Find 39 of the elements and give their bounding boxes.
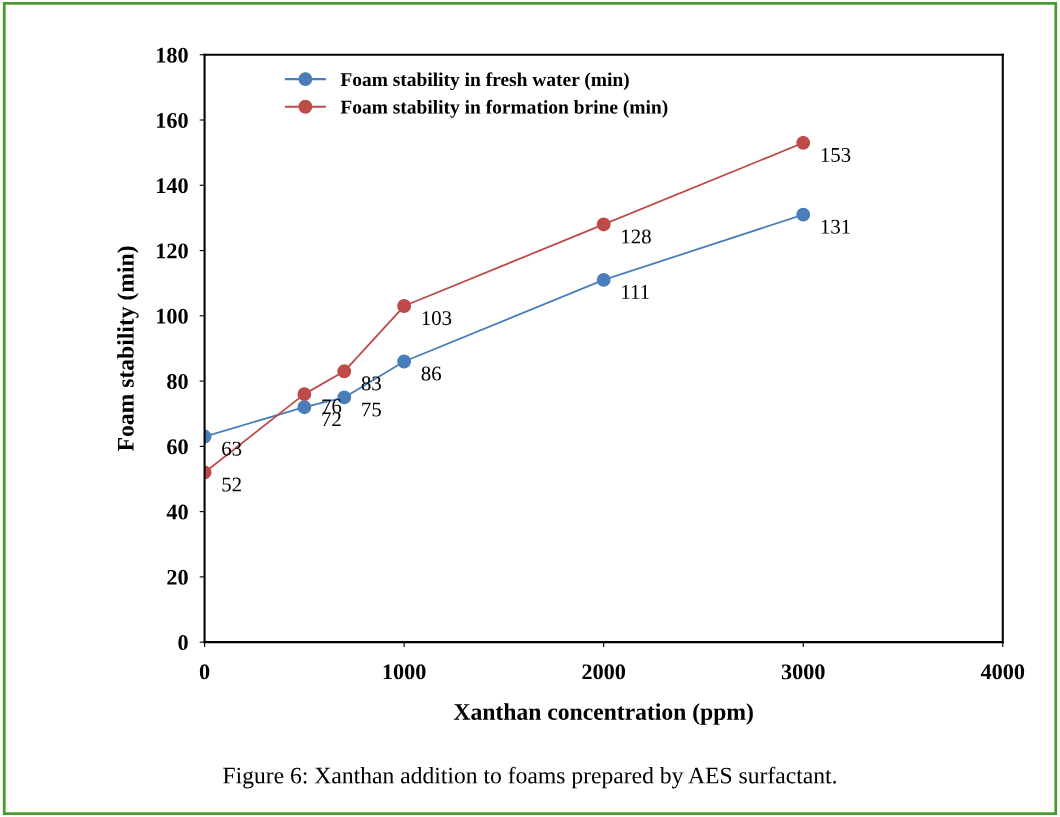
point bbox=[397, 299, 412, 313]
data-label: 128 bbox=[622, 229, 651, 244]
y-tick-label: 40 bbox=[166, 504, 188, 520]
point bbox=[297, 400, 312, 415]
data-label: 103 bbox=[422, 311, 452, 326]
point bbox=[337, 364, 352, 379]
y-tick-label: 180 bbox=[157, 47, 188, 63]
y-tick-label: 80 bbox=[167, 374, 188, 390]
point bbox=[596, 272, 611, 287]
data-label: 131 bbox=[821, 219, 850, 234]
point bbox=[297, 387, 312, 402]
y-tick-label: 160 bbox=[157, 112, 188, 128]
legend-label: Foam stability in formation brine (min) bbox=[340, 99, 668, 118]
x-axis-title: Xanthan concentration (ppm) bbox=[453, 703, 753, 725]
data-label: 75 bbox=[362, 402, 381, 417]
data-label: 52 bbox=[222, 477, 241, 492]
y-tick-label: 0 bbox=[178, 635, 188, 651]
point bbox=[397, 354, 412, 369]
y-tick-label: 20 bbox=[167, 569, 188, 585]
y-tick-label: 100 bbox=[157, 308, 188, 324]
y-tick-label: 120 bbox=[157, 243, 188, 259]
x-tick-label: 2000 bbox=[582, 664, 626, 680]
caption: Figure 6: Xanthan addition to foams prepared by AES surfactant. bbox=[223, 766, 836, 789]
x-tick-label: 3000 bbox=[781, 664, 825, 680]
point bbox=[796, 207, 811, 222]
y-axis-title: Foam stability (min) bbox=[117, 246, 139, 452]
data-label: 111 bbox=[622, 285, 649, 299]
y-tick-label: 60 bbox=[167, 439, 188, 455]
y-tick-label: 140 bbox=[157, 178, 188, 194]
x-tick-label: 0 bbox=[199, 664, 210, 680]
point bbox=[796, 135, 811, 150]
x-tick-label: 4000 bbox=[980, 664, 1025, 680]
x-tick-label: 1000 bbox=[383, 664, 426, 680]
data-label: 76 bbox=[322, 399, 342, 414]
data-label: 86 bbox=[421, 366, 441, 381]
data-label: 72 bbox=[322, 412, 341, 427]
data-label: 153 bbox=[821, 147, 851, 162]
point bbox=[596, 217, 611, 232]
legend-label: Foam stability in fresh water (min) bbox=[340, 72, 629, 91]
